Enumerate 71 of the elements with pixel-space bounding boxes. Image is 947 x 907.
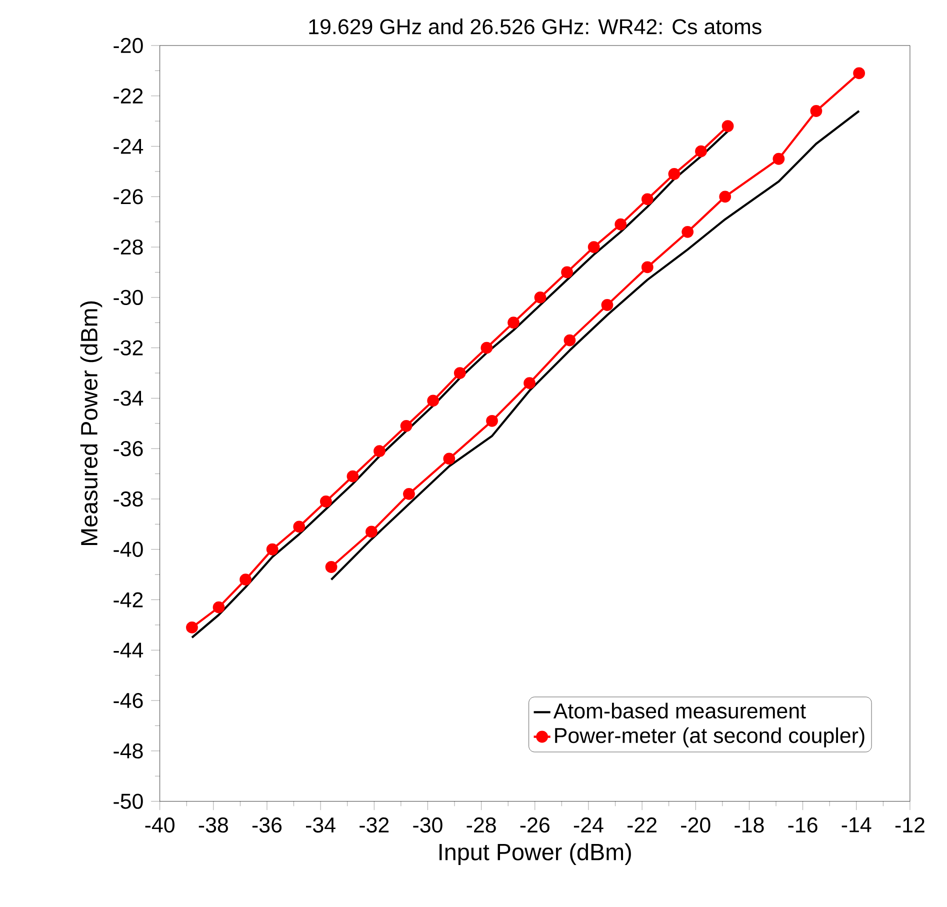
point [374,445,386,458]
x-tick-label: -20 [681,818,710,833]
x-tick-label: -30 [413,818,442,833]
point [427,394,440,407]
point [534,292,546,304]
point [486,415,498,428]
point [346,470,359,482]
x-tick-label: -34 [306,818,336,833]
x-tick-label: -40 [145,818,174,833]
y-tick-label: -30 [114,290,143,306]
y-tick-label: -28 [114,240,143,255]
point [240,574,252,586]
point [588,241,600,254]
point [480,342,493,354]
point [810,105,822,118]
y-tick-label: -20 [114,38,143,54]
point [719,190,732,203]
point [682,226,694,238]
y-tick-label: -36 [114,441,143,456]
y-tick-label: -50 [114,794,143,810]
point [293,520,306,533]
point [508,316,520,329]
point [266,544,278,556]
x-tick-label: -32 [360,818,389,833]
y-tick-label: -44 [114,642,144,658]
y-tick-label: -38 [114,492,143,507]
x-tick-label: -28 [466,818,496,833]
point [601,299,614,312]
x-tick-label: -24 [574,818,604,833]
point [366,526,378,538]
point [403,488,415,500]
legend-label: Power-meter (at second coupler) [555,728,864,748]
y-tick-label: -24 [114,138,144,154]
point [325,561,338,574]
x-tick-label: -22 [628,818,656,833]
legend-label: Atom-based measurement [553,702,806,719]
point [454,367,466,380]
point [772,153,785,166]
y-tick-label: -46 [114,693,143,708]
y-tick-label: -40 [114,542,143,558]
point [186,622,198,634]
point [641,261,654,274]
y-tick-label: -42 [114,592,143,608]
x-tick-label: -36 [252,818,282,833]
point [641,193,654,206]
x-tick-label: -38 [198,818,228,833]
point [695,146,707,158]
chart-title: 19.629 GHz and 26.526 GHz: WR42: Cs atoms [309,18,762,34]
x-tick-label: -14 [842,818,872,832]
point [320,496,332,508]
y-tick-label: -26 [114,189,143,204]
x-axis-title: Input Power (dBm) [440,843,631,866]
point [212,602,225,614]
y-tick-label: -22 [114,88,143,104]
point [564,334,576,346]
point [443,452,456,465]
point [524,377,536,390]
point [400,420,412,432]
y-axis-title: Measured Power (dBm) [80,302,102,546]
y-tick-label: -34 [114,390,144,406]
point [668,168,680,180]
x-tick-label: -18 [734,818,764,833]
point [722,120,734,132]
point [561,266,573,278]
x-tick-label: -26 [520,818,550,833]
x-tick-label: -12 [895,818,924,833]
x-tick-label: -16 [788,818,818,833]
y-tick-label: -48 [114,744,143,759]
point [614,218,627,231]
point [853,67,866,80]
y-tick-label: -32 [114,340,143,356]
